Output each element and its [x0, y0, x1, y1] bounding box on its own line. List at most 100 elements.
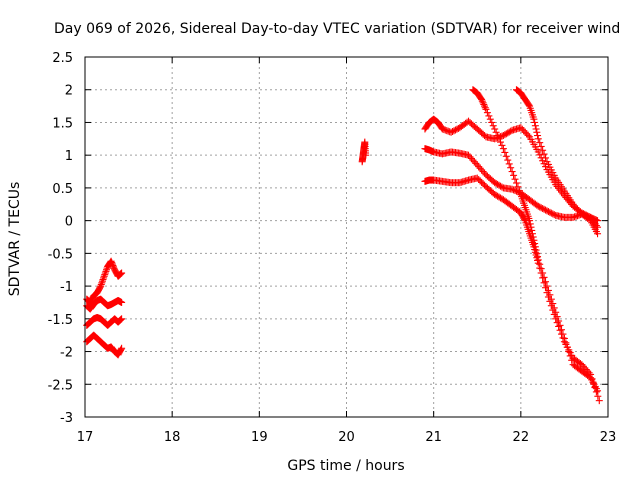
- data-point: [542, 154, 550, 162]
- data-point: [507, 164, 515, 172]
- data-point: [558, 326, 566, 334]
- data-point: [540, 205, 548, 213]
- data-point: [527, 223, 535, 231]
- data-point: [579, 362, 587, 370]
- data-point: [505, 160, 513, 168]
- data-point: [534, 132, 542, 140]
- series-track-e: [358, 138, 370, 166]
- data-point: [100, 274, 108, 282]
- data-point: [536, 260, 544, 268]
- data-point: [505, 128, 513, 136]
- data-point: [566, 352, 574, 360]
- data-point: [492, 191, 500, 199]
- data-point: [483, 109, 491, 117]
- data-point: [118, 344, 126, 352]
- grid-lines: [85, 57, 608, 417]
- data-point: [518, 125, 526, 133]
- data-point: [100, 272, 108, 280]
- data-point: [102, 267, 110, 275]
- data-point: [573, 205, 581, 213]
- data-point: [118, 315, 126, 323]
- data-points: [83, 86, 603, 405]
- y-tick-label: -1.5: [48, 313, 73, 328]
- data-point: [481, 132, 489, 140]
- data-point: [562, 339, 570, 347]
- data-point: [533, 249, 541, 257]
- data-point: [494, 132, 502, 140]
- data-point: [510, 186, 518, 194]
- y-tick-label: 2: [65, 84, 73, 99]
- data-point: [496, 182, 504, 190]
- data-point: [520, 127, 528, 135]
- data-point: [594, 230, 602, 238]
- data-point: [530, 115, 538, 123]
- y-tick-label: 0.5: [52, 182, 73, 197]
- y-tick-label: -0.5: [48, 247, 73, 262]
- data-point: [502, 130, 510, 138]
- data-point: [537, 204, 545, 212]
- data-point: [540, 150, 548, 158]
- data-point: [117, 345, 125, 353]
- data-point: [502, 152, 510, 160]
- series-track-i: [469, 86, 602, 395]
- data-point: [559, 330, 567, 338]
- data-point: [526, 220, 534, 228]
- data-point: [571, 202, 579, 210]
- data-point: [531, 118, 539, 126]
- data-point: [528, 226, 536, 234]
- data-point: [504, 156, 512, 164]
- data-point: [499, 145, 507, 153]
- data-point: [563, 343, 571, 351]
- y-tick-label: 1: [65, 149, 73, 164]
- data-point: [537, 265, 545, 273]
- data-point: [520, 215, 528, 223]
- data-point: [495, 193, 503, 201]
- series-track-a: [83, 257, 126, 306]
- data-point: [572, 204, 580, 212]
- data-point: [528, 230, 536, 238]
- data-point: [547, 295, 555, 303]
- data-point: [479, 168, 487, 176]
- x-axis: 17 18 19 20 21 22 23: [77, 57, 616, 445]
- data-point: [534, 135, 542, 143]
- data-point: [492, 180, 500, 188]
- data-point: [478, 96, 486, 104]
- y-tick-label: -2.5: [48, 378, 73, 393]
- data-point: [508, 185, 516, 193]
- data-point: [481, 169, 489, 177]
- data-point: [536, 151, 544, 159]
- data-point: [498, 141, 506, 149]
- data-point: [447, 128, 455, 136]
- data-point: [485, 112, 493, 120]
- data-point: [491, 190, 499, 198]
- data-point: [549, 210, 557, 218]
- data-point: [539, 146, 547, 154]
- x-tick-label: 21: [425, 430, 442, 445]
- data-point: [539, 269, 547, 277]
- data-point: [494, 180, 502, 188]
- data-point: [534, 253, 542, 261]
- data-point: [473, 161, 481, 169]
- y-tick-label: -1: [60, 280, 73, 295]
- data-point: [97, 282, 105, 290]
- data-point: [496, 138, 504, 146]
- data-point: [449, 128, 457, 136]
- data-point: [495, 181, 503, 189]
- data-point: [546, 208, 554, 216]
- data-point: [578, 361, 586, 369]
- y-axis-title: SDTVAR / TECUs: [7, 182, 23, 297]
- data-point: [491, 179, 499, 187]
- data-point: [118, 298, 126, 306]
- data-point: [362, 151, 370, 159]
- data-point: [496, 194, 504, 202]
- data-point: [498, 183, 506, 191]
- data-point: [450, 127, 458, 135]
- x-tick-label: 18: [164, 430, 181, 445]
- data-point: [542, 278, 550, 286]
- data-point: [476, 164, 484, 172]
- data-point: [488, 118, 496, 126]
- data-point: [99, 276, 107, 284]
- data-point: [560, 334, 568, 342]
- y-tick-label: 2.5: [52, 51, 73, 66]
